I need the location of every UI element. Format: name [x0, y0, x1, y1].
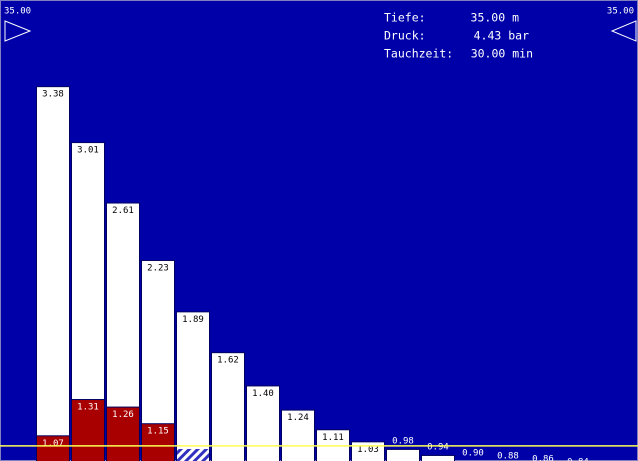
arrow-left: [610, 20, 637, 42]
bar: [36, 86, 70, 461]
value-label: 0.94: [427, 442, 449, 452]
bar: [421, 454, 455, 461]
saturation-bar: [71, 399, 105, 461]
saturation-bar: [106, 406, 140, 461]
value-label: 1.40: [252, 389, 274, 399]
value-label: 0.88: [497, 452, 519, 461]
value-label: 1.11: [322, 433, 344, 443]
saturation-bar: [141, 423, 175, 461]
arrow-right: [4, 20, 32, 42]
bar: [281, 409, 315, 461]
depth-right: 35.00: [607, 7, 634, 17]
value-label: 0.86: [532, 455, 554, 461]
bar: [211, 352, 245, 461]
info-value: 4.43 bar: [474, 29, 529, 43]
info-label: Tauchzeit:: [384, 47, 453, 61]
value-label: 1.07: [42, 439, 64, 449]
value-label: 0.90: [462, 449, 484, 459]
bar: [176, 311, 210, 461]
value-label: 1.31: [77, 403, 99, 413]
bar: [246, 385, 280, 461]
info-panel: Tiefe: 35.00 m Druck: 4.43 bar Tauchzeit: 30.…: [384, 11, 533, 61]
info-value: 30.00 min: [471, 47, 533, 61]
value-label: 3.01: [77, 146, 99, 156]
info-label: Druck:: [384, 29, 426, 43]
value-label: 1.89: [182, 315, 204, 325]
info-label: Tiefe:: [384, 11, 426, 25]
value-label: 1.26: [112, 410, 134, 420]
value-label: 0.84: [567, 458, 589, 461]
bar: [351, 441, 385, 461]
info-value: 35.00 m: [471, 11, 520, 25]
bars: 3.38 3.01 2.61 2.23 1.89 1.62 1.40 1.24 1.11 1.03…: [36, 86, 589, 461]
bar: [386, 448, 420, 461]
value-label: 1.03: [357, 445, 379, 455]
value-label: 0.98: [392, 436, 414, 446]
value-label: 1.15: [147, 427, 169, 437]
value-label: 2.23: [147, 263, 169, 273]
value-label: 3.38: [42, 90, 64, 100]
saturation-bar: [36, 435, 70, 461]
value-label: 1.24: [287, 413, 309, 423]
depth-left: 35.00: [4, 7, 31, 17]
hatch: [177, 449, 209, 461]
value-label: 1.62: [217, 356, 239, 366]
value-label: 2.61: [112, 206, 134, 216]
